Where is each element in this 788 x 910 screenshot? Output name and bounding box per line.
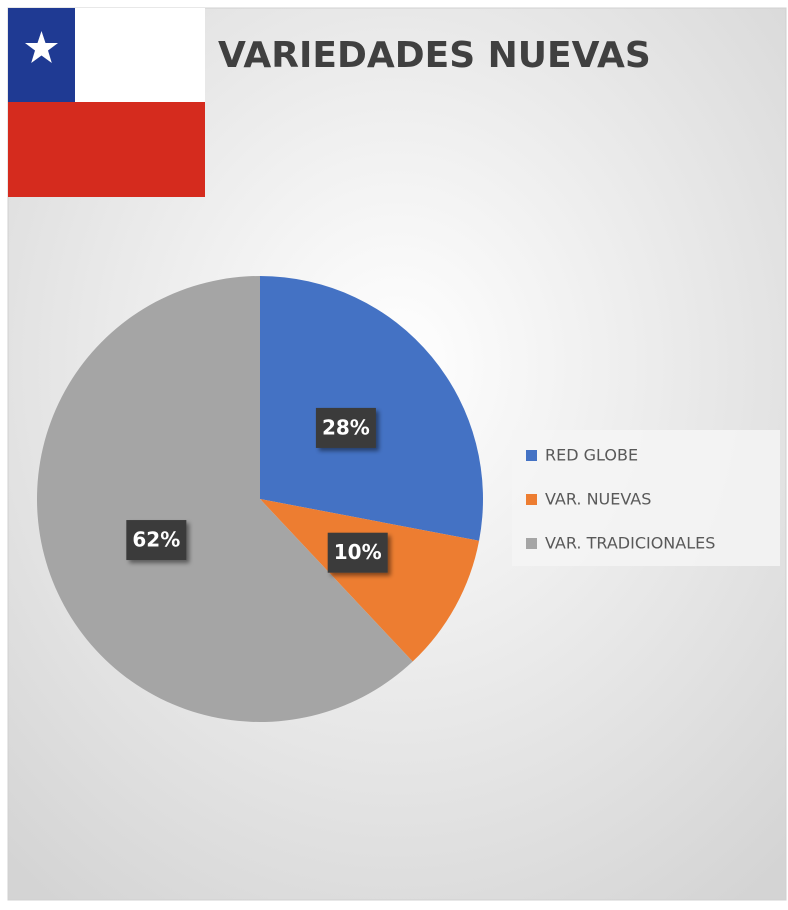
legend-swatch — [526, 538, 537, 549]
legend-swatch — [526, 450, 537, 461]
flag — [8, 8, 205, 197]
data-label: 62% — [132, 528, 180, 552]
flag-red — [8, 102, 205, 197]
legend — [512, 430, 780, 566]
data-label: 10% — [334, 540, 382, 564]
data-label-box — [315, 407, 376, 448]
legend-label: RED GLOBE — [545, 446, 638, 465]
data-label-box — [327, 532, 388, 573]
legend-label: VAR. NUEVAS — [545, 490, 651, 509]
pie-slice — [260, 499, 480, 662]
legend-swatch — [526, 494, 537, 505]
chart-title: VARIEDADES NUEVAS — [218, 35, 651, 76]
data-label: 28% — [322, 415, 370, 439]
legend-label: VAR. TRADICIONALES — [545, 534, 715, 553]
data-label-box — [126, 520, 187, 561]
flag-star — [25, 31, 58, 63]
pie-slice — [36, 276, 413, 723]
